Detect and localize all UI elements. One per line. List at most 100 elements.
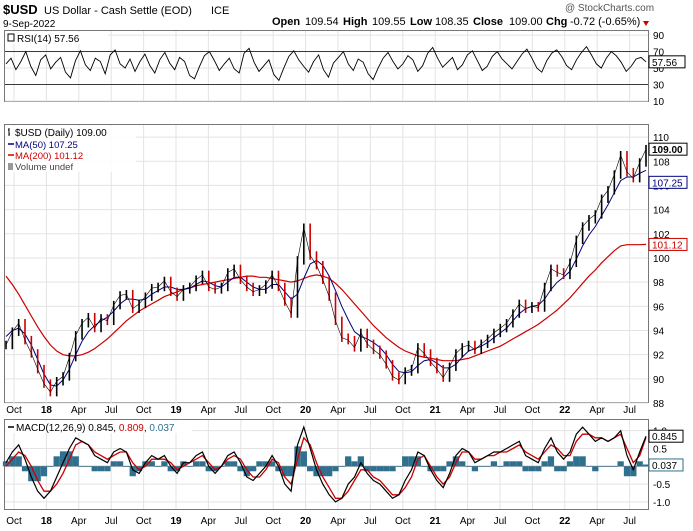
macd-x-tick-label: Oct (265, 516, 281, 527)
macd-signal-line (5, 433, 647, 499)
macd-value-label: 0.845 (652, 432, 677, 443)
macd-histogram-bar (459, 461, 466, 467)
low-value: 108.35 (435, 16, 469, 28)
macd-histogram-bar (148, 461, 155, 467)
price-tick-label: 88 (653, 399, 665, 410)
macd-histogram-bar (326, 466, 333, 477)
macd-histogram-bar (490, 461, 498, 467)
macd-x-tick-label: Jul (623, 516, 636, 527)
macd-x-tick-label: 21 (430, 516, 442, 527)
macd-histogram-bar (383, 466, 390, 472)
macd-histogram-bar (300, 451, 307, 467)
macd-histogram-bar (288, 466, 295, 477)
price-x-tick-label: Oct (6, 405, 22, 416)
price-tick-label: 94 (653, 326, 665, 337)
macd-histogram-bar (541, 461, 548, 467)
macd-histogram-bar (452, 456, 460, 467)
macd-histogram-bar (47, 466, 54, 467)
macd-histogram-bar (440, 466, 447, 472)
macd-histogram-bar (224, 461, 231, 467)
rsi-panel (4, 30, 649, 102)
macd-histogram-bar (642, 464, 650, 467)
macd-line (5, 425, 647, 503)
macd-histogram-bar (205, 466, 212, 472)
rsi-legend: RSI(14) 57.56 (17, 34, 80, 45)
instrument-name: US Dollar - Cash Settle (EOD) (44, 5, 192, 17)
exchange-label: ICE (211, 5, 229, 17)
price-x-tick-label: Apr (71, 405, 87, 416)
price-value-label-box (648, 175, 688, 189)
macd-x-tick-label: Apr (71, 516, 87, 527)
rsi-tick-label: 70 (653, 48, 665, 59)
macd-value-label-box (648, 458, 684, 472)
macd-histogram-bar (256, 461, 263, 467)
macd-histogram-bar (598, 466, 605, 467)
rsi-tick-label: 30 (653, 81, 665, 92)
macd-x-tick-label: Oct (395, 516, 411, 527)
macd-histogram-bar (408, 456, 415, 467)
macd-histogram-bar (357, 456, 364, 467)
macd-histogram-bar (123, 466, 130, 467)
ma200-line (5, 243, 647, 362)
macd-histogram-bar (522, 466, 529, 472)
macd-histogram-bar (554, 466, 561, 472)
price-x-tick-label: Oct (525, 405, 541, 416)
rsi-legend-bg (6, 32, 108, 44)
macd-histogram-bar (547, 456, 555, 467)
price-x-tick-label: Oct (265, 405, 281, 416)
chg-value: -0.72 (-0.65%) (570, 16, 640, 28)
price-x-tick-label: Jul (494, 405, 507, 416)
macd-histogram-bar (40, 466, 48, 477)
macd-histogram-bar (364, 466, 371, 472)
price-value-label: 107.25 (652, 178, 683, 189)
macd-legend: MACD(12,26,9) 0.845, 0.809, 0.037 (16, 423, 175, 434)
macd-histogram-bar (585, 466, 593, 467)
watermark: @ StockCharts.com (565, 3, 654, 14)
macd-histogram-bar (104, 466, 111, 472)
macd-histogram-bar (617, 461, 624, 467)
macd-histogram-bar (345, 456, 352, 467)
price-tick-label: 92 (653, 351, 665, 362)
macd-histogram-bar (414, 456, 422, 467)
macd-histogram-bar (623, 466, 631, 477)
price-tick-label: 102 (653, 230, 670, 241)
price-x-tick-label: Apr (330, 405, 346, 416)
macd-histogram-bar (237, 466, 244, 472)
grid-lines (5, 31, 648, 509)
macd-histogram-bar (281, 466, 288, 477)
macd-histogram-bar (611, 466, 618, 467)
rsi-legend-swatch (7, 33, 15, 42)
high-label: High (343, 16, 368, 28)
macd-histogram-bar (370, 466, 377, 472)
macd-histogram-bar (186, 466, 193, 467)
ma200-legend: MA(200) 101.12 (15, 151, 83, 162)
macd-tick-label: 0.5 (653, 444, 667, 455)
macd-histogram-bar (59, 451, 67, 467)
macd-histogram-bar (465, 466, 472, 467)
macd-histogram-bar (604, 466, 612, 467)
macd-histogram-bar (592, 466, 599, 472)
macd-histogram-bar (351, 461, 358, 467)
macd-x-tick-label: 19 (170, 516, 182, 527)
macd-histogram-bar (2, 461, 10, 467)
macd-histogram-bar (307, 466, 314, 472)
price-x-tick-label: Jul (234, 405, 247, 416)
macd-histogram-bar (389, 466, 396, 472)
price-tick-label: 108 (653, 157, 670, 168)
low-label: Low (410, 16, 432, 28)
macd-histogram-bar (535, 466, 542, 472)
macd-plot (2, 425, 650, 503)
macd-x-tick-label: Oct (6, 516, 22, 527)
rsi-tick-label: 50 (653, 64, 665, 75)
macd-histogram-bar (154, 466, 162, 467)
macd-histogram-bar (72, 456, 79, 467)
macd-histogram-bar (566, 461, 574, 467)
macd-histogram-bar (478, 466, 485, 467)
macd-histogram-bar (129, 466, 136, 477)
macd-value-label-box (648, 429, 684, 443)
rsi-value-label: 57.56 (652, 58, 677, 69)
rsi-plot (5, 45, 648, 85)
macd-histogram-bar (192, 461, 200, 467)
price-value-label: 109.00 (652, 145, 683, 156)
volume-legend: Volume undef (15, 162, 73, 173)
